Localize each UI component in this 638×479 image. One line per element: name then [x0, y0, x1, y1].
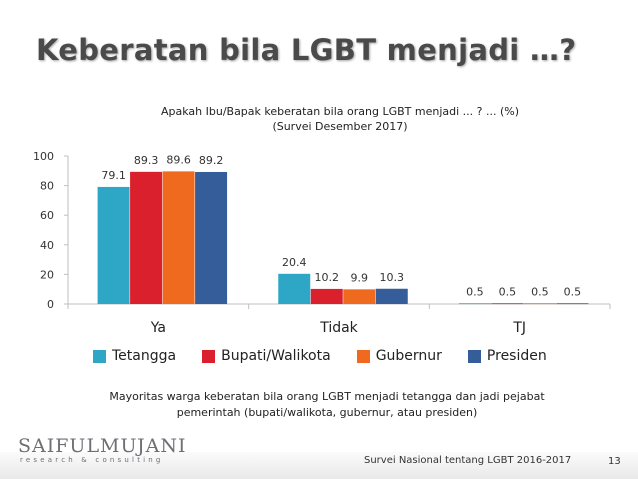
- source-text: Survei Nasional tentang LGBT 2016-2017: [364, 455, 572, 466]
- legend-label: Bupati/Walikota: [221, 348, 331, 364]
- x-category-label: TJ: [512, 320, 526, 336]
- y-tick-label: 0: [47, 298, 54, 311]
- bar-gubernur: [343, 289, 376, 304]
- legend-label: Tetangga: [112, 348, 177, 364]
- footer-band: [0, 452, 638, 479]
- chart-subtitle: Apakah Ibu/Bapak keberatan bila orang LG…: [60, 104, 620, 134]
- y-tick-label: 80: [40, 180, 54, 193]
- data-label: 89.6: [166, 153, 191, 166]
- legend-swatch: [93, 349, 106, 363]
- data-label: 20.4: [282, 256, 307, 269]
- bar-tetangga: [97, 186, 130, 304]
- legend-swatch: [467, 349, 481, 363]
- legend-label: Presiden: [486, 348, 547, 364]
- data-label: 0.5: [499, 285, 517, 298]
- x-category-label: Ya: [150, 320, 166, 336]
- data-label: 79.1: [101, 169, 126, 182]
- bar-presiden: [556, 303, 589, 305]
- legend-item: Bupati/Walikota: [202, 348, 331, 364]
- chart-survey-date: (Survei Desember 2017): [272, 120, 408, 133]
- data-label: 0.5: [466, 285, 484, 298]
- legend-swatch: [356, 349, 370, 363]
- brand-logo: SAIFULMUJANI research & consulting: [18, 436, 186, 465]
- bar-gubernur: [523, 303, 556, 305]
- data-label: 0.5: [564, 285, 582, 298]
- slide-number: 13: [608, 456, 621, 467]
- data-label: 9.9: [351, 271, 369, 284]
- y-tick-label: 20: [40, 268, 54, 281]
- brand-name: SAIFULMUJANI: [18, 435, 187, 457]
- bar-tetangga: [458, 303, 491, 305]
- y-tick-label: 40: [40, 239, 54, 252]
- y-tick-label: 100: [33, 150, 54, 163]
- chart-legend: Tetangga Bupati/Walikota Gubernur Presiden: [93, 348, 547, 364]
- note-line-1: Mayoritas warga keberatan bila orang LGB…: [109, 390, 545, 403]
- slide-title: Keberatan bila LGBT menjadi …?: [36, 33, 577, 67]
- data-label: 89.3: [134, 154, 159, 167]
- legend-item: Gubernur: [356, 348, 442, 364]
- data-label: 10.3: [380, 271, 405, 284]
- bar-bupati-walikota: [310, 288, 343, 304]
- bar-presiden: [375, 288, 408, 304]
- data-label: 0.5: [531, 285, 549, 298]
- brand-tagline: research & consulting: [20, 456, 164, 464]
- legend-item: Presiden: [467, 348, 547, 364]
- legend-swatch: [202, 349, 216, 363]
- bar-presiden: [195, 171, 228, 304]
- legend-item: Tetangga: [93, 348, 176, 364]
- data-label: 89.2: [199, 154, 224, 167]
- bar-bupati-walikota: [130, 171, 163, 304]
- bar-gubernur: [162, 171, 195, 304]
- bar-bupati-walikota: [491, 303, 524, 305]
- chart-note: Mayoritas warga keberatan bila orang LGB…: [60, 389, 594, 421]
- data-label: 10.2: [315, 271, 340, 284]
- note-line-2: pemerintah (bupati/walikota, gubernur, a…: [176, 406, 478, 419]
- x-category-label: Tidak: [319, 320, 358, 336]
- legend-label: Gubernur: [375, 348, 442, 364]
- y-tick-label: 60: [40, 209, 54, 222]
- bar-tetangga: [278, 273, 311, 304]
- chart-question: Apakah Ibu/Bapak keberatan bila orang LG…: [160, 105, 519, 118]
